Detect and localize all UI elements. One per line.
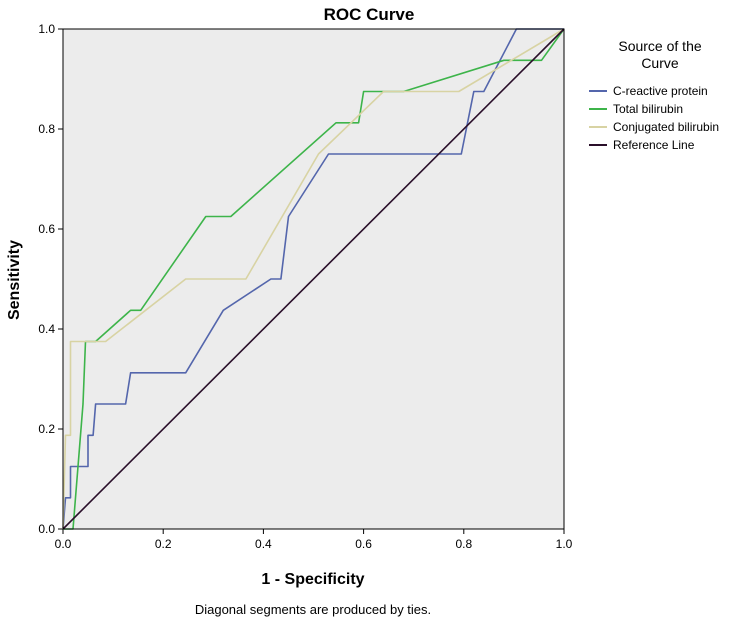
legend-title-line-2: Curve	[641, 55, 679, 71]
legend: Source of the Curve C-reactive protein To…	[589, 38, 719, 152]
legend-label-conjugated-bilirubin: Conjugated bilirubin	[613, 120, 719, 134]
y-tick-label: 1.0	[38, 22, 55, 36]
x-axis-title: 1 - Specificity	[261, 571, 364, 588]
y-axis-title: Sensitivity	[6, 240, 23, 320]
legend-title-line-1: Source of the	[618, 38, 701, 54]
x-tick-label: 0.6	[355, 537, 372, 551]
legend-label-total-bilirubin: Total bilirubin	[613, 102, 683, 116]
plot-border	[62, 28, 565, 530]
series-line-c-reactive-protein	[62, 28, 564, 530]
y-tick-label: 0.0	[38, 522, 55, 536]
chart-title: ROC Curve	[324, 5, 415, 24]
y-tick-label: 0.6	[38, 222, 55, 236]
legend-label-c-reactive-protein: C-reactive protein	[613, 84, 708, 98]
axis-ticks: 0.0 0.2 0.4 0.6 0.8 1.0 0.0 0.2 0.4 0.6 0.8 1.0	[38, 22, 572, 551]
series-line-conjugated-bilirubin	[62, 28, 565, 530]
legend-label-reference-line: Reference Line	[613, 138, 695, 152]
series-line-total-bilirubin	[63, 28, 565, 530]
x-tick-label: 1.0	[556, 537, 573, 551]
y-tick-label: 0.8	[38, 122, 55, 136]
footnote: Diagonal segments are produced by ties.	[195, 602, 431, 617]
x-tick-label: 0.2	[155, 537, 172, 551]
x-tick-label: 0.4	[255, 537, 272, 551]
y-tick-label: 0.4	[38, 322, 55, 336]
series-lines	[62, 28, 565, 530]
x-tick-label: 0.8	[455, 537, 472, 551]
y-tick-label: 0.2	[38, 422, 55, 436]
x-tick-label: 0.0	[55, 537, 72, 551]
series-line-reference-line	[62, 28, 565, 530]
